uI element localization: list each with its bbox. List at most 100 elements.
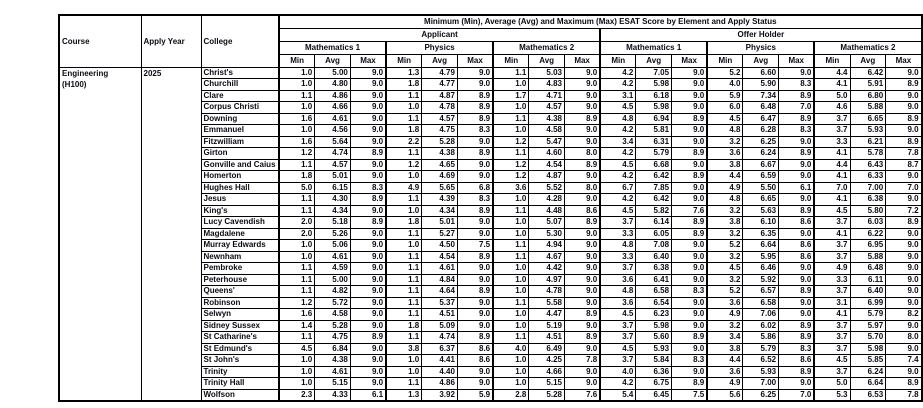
score-cell: 4.71 [528,89,565,102]
score-cell: 3.7 [599,216,637,229]
score-cell: 5.01 [421,216,458,229]
score-cell: 8.9 [349,193,387,206]
score-cell: 8.3 [778,124,815,137]
score-cell: 9.0 [349,135,387,148]
score-cell: 1.0 [385,365,423,378]
score-cell: 7.85 [635,181,673,194]
score-cell: 3.1 [599,89,637,102]
college-cell: St Edmund's [200,342,280,355]
score-cell: 9.0 [564,239,601,252]
score-cell: 5.00 [314,273,351,286]
score-cell: 9.0 [349,296,387,309]
score-cell: 9.0 [349,170,387,183]
score-cell: 6.53 [849,388,887,402]
score-cell: 3.7 [599,331,637,344]
score-cell: 4.5 [599,204,637,217]
score-cell: 9.0 [456,227,494,240]
score-cell: 4.8 [706,124,744,137]
score-cell: 4.78 [528,285,565,298]
score-cell: 6.1 [349,388,387,402]
score-cell: 6.57 [742,285,780,298]
score-cell: 8.9 [456,250,494,263]
score-cell: 1.0 [492,101,530,114]
score-cell: 3.6 [706,296,744,309]
score-cell: 8.9 [564,158,601,171]
score-cell: 1.1 [385,377,423,390]
table-row: Trinity 1.0 4.61 9.0 1.0 4.40 9.0 1.0 4.66 9.0 4.0… [59,365,923,378]
score-cell: 8.2 [885,308,923,321]
score-cell: 8.6 [778,250,815,263]
score-cell: 7.0 [778,101,815,114]
score-cell: 8.9 [564,331,601,344]
score-cell: 1.2 [385,158,423,171]
score-cell: 9.0 [885,170,923,183]
score-cell: 4.66 [314,101,351,114]
score-cell: 4.82 [314,285,351,298]
score-cell: 2.2 [385,135,423,148]
score-cell: 5.28 [528,388,565,402]
score-cell: 9.0 [456,216,494,229]
score-cell: 9.0 [456,66,494,79]
score-cell: 5.50 [742,181,780,194]
score-cell: 5.30 [528,227,565,240]
score-cell: 5.2 [706,66,744,79]
score-cell: 5.85 [849,354,887,367]
score-cell: 8.0 [564,181,601,194]
score-cell: 5.86 [742,331,780,344]
score-cell: 9.0 [564,273,601,286]
table-row: Fitzwilliam 1.6 5.64 9.0 2.2 5.28 9.0 1.2 5.47 9.… [59,135,923,148]
score-cell: 4.5 [813,354,851,367]
element-group-header: Mathematics 1 [277,40,387,55]
score-cell: 1.1 [492,331,530,344]
score-cell: 5.91 [849,78,887,91]
score-cell: 4.74 [421,331,458,344]
score-cell: 4.41 [421,354,458,367]
score-cell: 6.03 [849,216,887,229]
score-cell: 4.2 [599,377,637,390]
element-group-header: Mathematics 2 [813,40,923,55]
score-cell: 8.9 [349,331,387,344]
score-cell: 1.4 [278,319,316,332]
score-cell: 4.77 [421,78,458,91]
stat-header: Max [456,53,494,68]
score-cell: 5.6 [706,388,744,402]
score-cell: 4.5 [706,112,744,125]
score-cell: 4.1 [813,227,851,240]
score-cell: 1.0 [492,354,530,367]
college-cell: Lucy Cavendish [200,216,280,229]
college-cell: Hughes Hall [200,181,280,194]
score-cell: 4.58 [314,308,351,321]
score-cell: 4.86 [314,89,351,102]
score-cell: 8.9 [778,204,815,217]
score-cell: 6.59 [742,170,780,183]
score-cell: 9.0 [778,170,815,183]
score-cell: 9.0 [349,112,387,125]
score-cell: 9.0 [564,365,601,378]
score-cell: 1.1 [492,296,530,309]
score-cell: 8.9 [564,216,601,229]
score-cell: 4.9 [813,262,851,275]
score-cell: 3.2 [706,227,744,240]
stat-header: Avg [635,53,673,68]
score-cell: 9.0 [349,158,387,171]
score-cell: 4.39 [421,193,458,206]
score-cell: 5.79 [635,147,673,160]
score-cell: 4.5 [599,308,637,321]
college-cell: Emmanuel [200,124,280,137]
score-cell: 3.7 [813,342,851,355]
score-cell: 6.49 [528,342,565,355]
score-cell: 5.84 [635,354,673,367]
score-cell: 8.9 [456,285,494,298]
score-cell: 8.6 [456,354,494,367]
score-cell: 9.0 [885,273,923,286]
score-cell: 8.9 [671,112,708,125]
score-cell: 5.0 [278,181,316,194]
score-cell: 9.0 [564,135,601,148]
score-cell: 8.9 [671,147,708,160]
college-cell: King's [200,204,280,217]
score-cell: 1.0 [278,365,316,378]
score-cell: 8.9 [885,112,923,125]
score-cell: 1.1 [278,204,316,217]
score-cell: 9.0 [778,158,815,171]
college-cell: Murray Edwards [200,239,280,252]
